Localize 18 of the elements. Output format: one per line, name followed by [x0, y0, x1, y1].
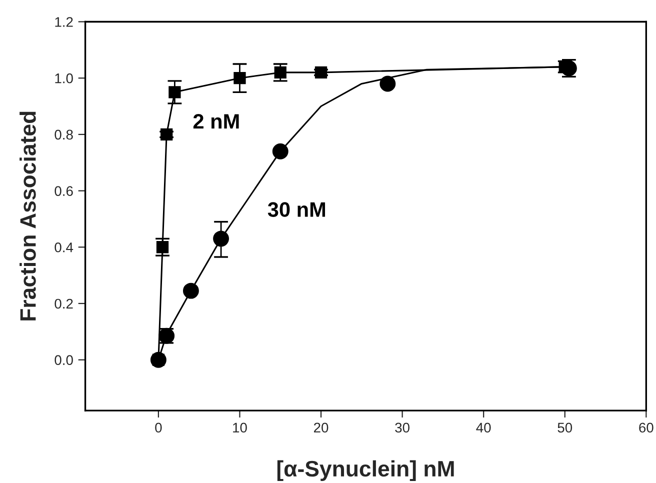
y-tick-label: 0.8	[54, 130, 73, 140]
x-tick-label: 40	[476, 422, 491, 433]
x-tick-label: 10	[233, 422, 247, 433]
y-tick-label: 1.2	[55, 17, 73, 27]
x-tick-label: 0	[155, 422, 162, 433]
x-tick-label: 20	[314, 422, 328, 433]
text: 30 nM	[268, 202, 326, 217]
y-tick-label: 1.0	[55, 73, 73, 84]
x-tick-label: 50	[558, 422, 572, 433]
y-tick-label: 0.2	[54, 298, 73, 309]
x-tick-label: 30	[395, 422, 410, 433]
x-axis-title: [α-Synuclein] nM	[277, 460, 454, 482]
y-tick-label: 0.6	[54, 186, 73, 196]
x-tick-label: 60	[639, 422, 654, 433]
y-axis-title: Fraction Associated	[20, 112, 36, 320]
y-tick-label: 0.0	[54, 355, 73, 366]
y-tick-label: 0.4	[54, 242, 74, 252]
series-label: 2 nM	[193, 114, 239, 129]
